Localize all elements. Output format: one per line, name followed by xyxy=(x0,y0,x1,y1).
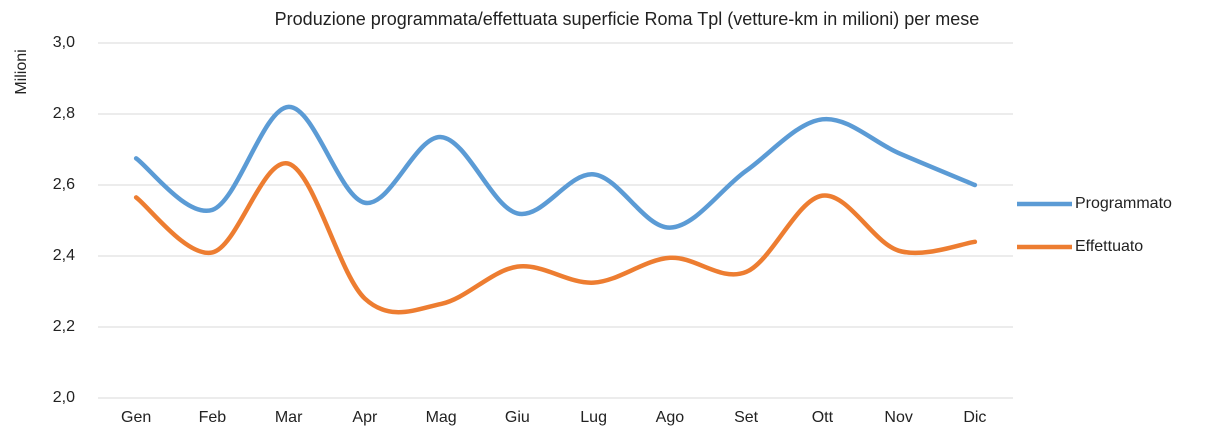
x-tick-label: Ago xyxy=(656,409,685,426)
x-tick-label: Apr xyxy=(352,409,378,426)
x-tick-label: Set xyxy=(734,409,759,426)
series-line xyxy=(133,104,978,230)
legend-label: Programmato xyxy=(1075,195,1172,212)
y-axis-label: Milioni xyxy=(13,49,30,94)
x-tick-label: Ott xyxy=(812,409,834,426)
y-tick-label: 2,4 xyxy=(53,247,75,264)
y-tick-label: 2,2 xyxy=(53,318,75,335)
y-tick-label: 2,0 xyxy=(53,389,75,406)
x-tick-label: Nov xyxy=(884,409,912,426)
x-tick-label: Giu xyxy=(505,409,530,426)
x-tick-label: Feb xyxy=(199,409,227,426)
x-tick-label: Lug xyxy=(580,409,607,426)
x-tick-label: Gen xyxy=(121,409,151,426)
x-tick-label: Mar xyxy=(275,409,303,426)
x-tick-label: Mag xyxy=(426,409,457,426)
chart-title: Produzione programmata/effettuata superf… xyxy=(275,9,980,29)
legend-label: Effettuato xyxy=(1075,238,1143,255)
y-tick-label: 3,0 xyxy=(53,34,75,51)
y-tick-label: 2,6 xyxy=(53,176,75,193)
x-tick-label: Dic xyxy=(963,409,986,426)
series-line xyxy=(133,161,978,315)
y-tick-label: 2,8 xyxy=(53,105,75,122)
